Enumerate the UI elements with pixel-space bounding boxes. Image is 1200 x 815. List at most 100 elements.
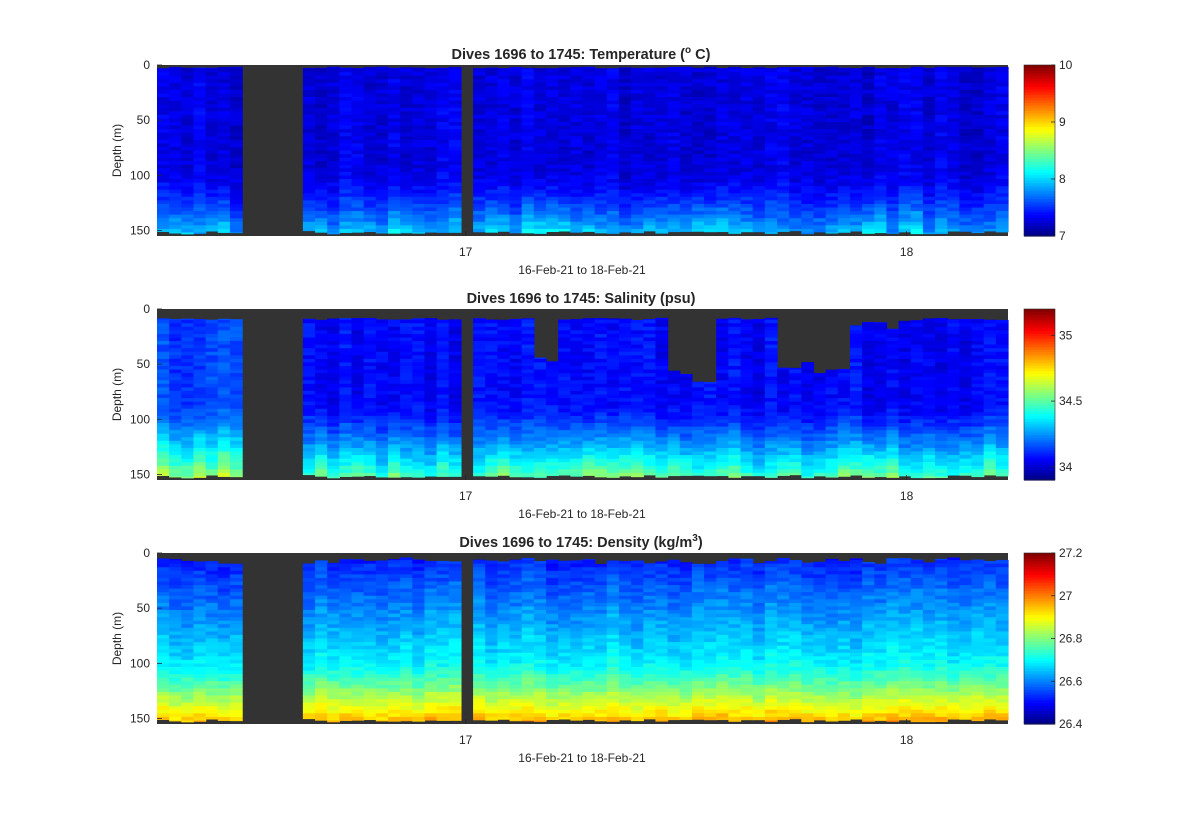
heatmap-cell [473, 68, 486, 73]
heatmap-cell [509, 67, 523, 70]
heatmap-cell [922, 132, 936, 137]
colorbar-step [1024, 139, 1055, 144]
heatmap-cell [181, 440, 195, 445]
heatmap-cell [375, 341, 389, 346]
heatmap-cell [521, 100, 535, 105]
heatmap-cell [886, 125, 900, 130]
heatmap-cell [752, 132, 766, 137]
heatmap-cell [412, 79, 426, 84]
heatmap-cell [351, 221, 365, 226]
heatmap-cell [716, 430, 729, 435]
heatmap-cell [655, 179, 669, 184]
heatmap-cell [874, 186, 888, 191]
heatmap-cell [570, 111, 584, 116]
heatmap-cell [752, 75, 766, 80]
heatmap-cell [740, 405, 754, 410]
heatmap-cell [400, 451, 413, 456]
heatmap-cell [339, 366, 353, 371]
heatmap-cell [618, 355, 632, 360]
heatmap-cell [667, 373, 681, 378]
heatmap-cell [363, 203, 377, 209]
heatmap-cell [327, 369, 340, 374]
heatmap-cell [631, 351, 644, 356]
heatmap-cell [995, 203, 1009, 209]
heatmap-cell [631, 225, 644, 230]
heatmap-cell [777, 75, 790, 80]
heatmap-cell [825, 168, 839, 173]
heatmap-cell [315, 412, 328, 417]
heatmap-cell [533, 376, 547, 381]
heatmap-cell [412, 373, 426, 378]
heatmap-cell [631, 369, 644, 374]
heatmap-cell [679, 104, 693, 109]
heatmap-cell [777, 171, 790, 177]
heatmap-cell [327, 323, 340, 328]
heatmap-cell [193, 161, 207, 166]
heatmap-cell [716, 211, 729, 216]
heatmap-cell [400, 171, 413, 177]
heatmap-cell [400, 455, 413, 460]
heatmap-cell [533, 358, 547, 364]
heatmap-cell [327, 72, 340, 77]
heatmap-cell [193, 415, 207, 421]
heatmap-cell [533, 97, 547, 102]
heatmap-cell [448, 412, 462, 417]
heatmap-cell [983, 104, 997, 109]
heatmap-cell [910, 211, 924, 216]
heatmap-cell [801, 154, 815, 159]
heatmap-cell [473, 323, 486, 328]
heatmap-cell [849, 89, 863, 95]
heatmap-cell [412, 182, 426, 187]
heatmap-cell [922, 157, 936, 162]
heatmap-cell [375, 405, 389, 410]
heatmap-cell [229, 326, 243, 331]
heatmap-cell [339, 207, 353, 212]
heatmap-cell [315, 132, 328, 137]
heatmap-cell [509, 86, 523, 91]
heatmap-cell [509, 337, 523, 342]
heatmap-cell [327, 175, 340, 180]
heatmap-cell [169, 200, 182, 205]
heatmap-cell [169, 68, 182, 73]
heatmap-cell [704, 455, 717, 460]
heatmap-cell [412, 369, 426, 374]
heatmap-cell [874, 150, 888, 155]
heatmap-cell [217, 366, 231, 371]
heatmap-cell [169, 122, 182, 127]
heatmap-cell [315, 221, 328, 226]
heatmap-cell [728, 383, 742, 388]
heatmap-cell [825, 82, 839, 87]
heatmap-cell [643, 394, 657, 399]
heatmap-cell [302, 398, 316, 403]
heatmap-cell [570, 423, 584, 428]
heatmap-cell [655, 440, 669, 445]
heatmap-cell [582, 203, 596, 209]
heatmap-cell [740, 401, 754, 406]
heatmap-cell [485, 469, 498, 474]
heatmap-cell [448, 129, 462, 134]
heatmap-cell [886, 207, 900, 212]
heatmap-cell [205, 394, 219, 399]
heatmap-cell [229, 125, 243, 130]
heatmap-cell [582, 323, 596, 328]
heatmap-cell [473, 333, 486, 339]
heatmap-cell [728, 93, 742, 98]
heatmap-cell [813, 75, 827, 80]
heatmap-cell [582, 451, 596, 456]
heatmap-cell [181, 437, 195, 442]
heatmap-cell [886, 89, 900, 95]
heatmap-cell [716, 344, 729, 349]
heatmap-cell [448, 218, 462, 223]
heatmap-cell [594, 373, 608, 378]
heatmap-cell [752, 323, 766, 328]
heatmap-cell [643, 67, 657, 70]
heatmap-cell [217, 168, 231, 173]
heatmap-cell [716, 100, 729, 105]
heatmap-cell [801, 221, 815, 226]
heatmap-cell [631, 196, 644, 201]
heatmap-cell [436, 323, 450, 328]
heatmap-cell [473, 405, 486, 410]
heatmap-cell [400, 72, 413, 77]
heatmap-cell [631, 394, 644, 399]
heatmap-cell [181, 232, 195, 235]
